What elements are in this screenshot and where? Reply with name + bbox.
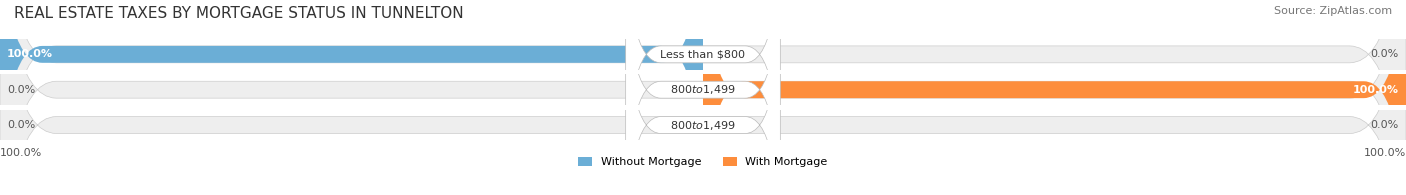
Text: 0.0%: 0.0% [1371, 120, 1399, 130]
Text: Less than $800: Less than $800 [661, 49, 745, 59]
Text: 100.0%: 100.0% [1353, 85, 1399, 95]
FancyBboxPatch shape [626, 0, 780, 195]
Text: 100.0%: 100.0% [7, 49, 53, 59]
FancyBboxPatch shape [0, 0, 703, 195]
Text: 0.0%: 0.0% [7, 120, 35, 130]
FancyBboxPatch shape [626, 0, 780, 195]
Text: 0.0%: 0.0% [1371, 49, 1399, 59]
FancyBboxPatch shape [626, 0, 780, 195]
Text: 100.0%: 100.0% [1364, 148, 1406, 158]
Text: $800 to $1,499: $800 to $1,499 [671, 119, 735, 132]
Text: Source: ZipAtlas.com: Source: ZipAtlas.com [1274, 6, 1392, 16]
Legend: Without Mortgage, With Mortgage: Without Mortgage, With Mortgage [574, 153, 832, 172]
Text: $800 to $1,499: $800 to $1,499 [671, 83, 735, 96]
Text: REAL ESTATE TAXES BY MORTGAGE STATUS IN TUNNELTON: REAL ESTATE TAXES BY MORTGAGE STATUS IN … [14, 6, 464, 21]
FancyBboxPatch shape [703, 0, 1406, 195]
Text: 0.0%: 0.0% [7, 85, 35, 95]
Text: 100.0%: 100.0% [0, 148, 42, 158]
